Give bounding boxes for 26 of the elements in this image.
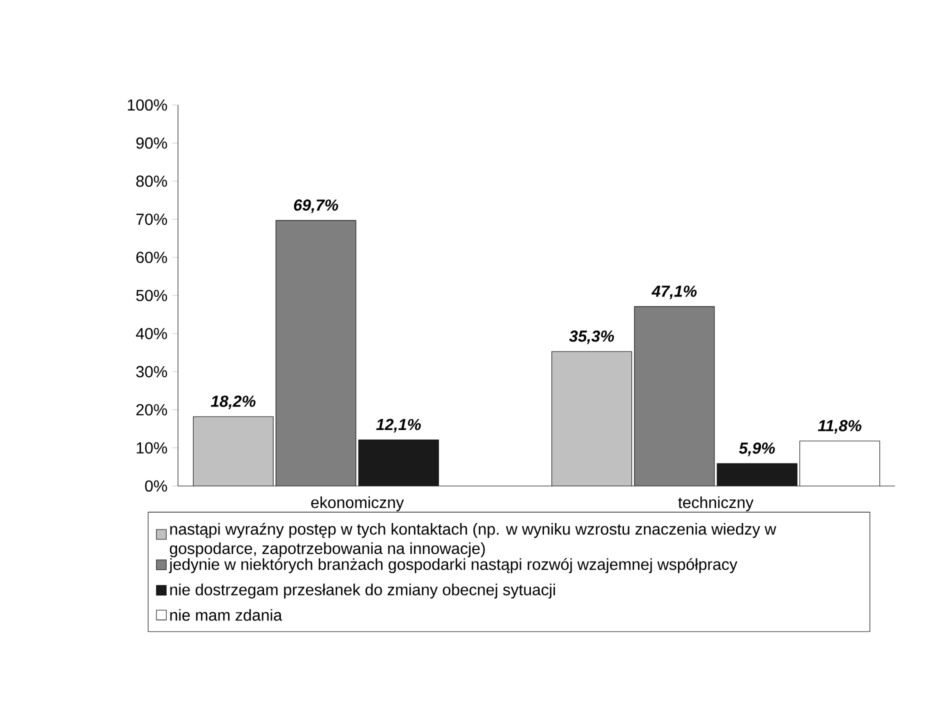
data-label: 69,7% xyxy=(294,199,338,214)
data-label: 47,1% xyxy=(651,286,697,300)
data-label: 5,9% xyxy=(739,442,775,456)
bar xyxy=(276,220,356,486)
data-label: 35,3% xyxy=(569,330,614,344)
y-tick-label: 100% xyxy=(128,99,168,111)
y-tick-label: 10% xyxy=(136,442,168,454)
y-tick-label: 40% xyxy=(136,328,168,340)
y-tick-label: 50% xyxy=(136,290,168,302)
data-label: 12,1% xyxy=(376,418,421,433)
y-tick-label: 30% xyxy=(136,366,168,378)
y-tick-label: 90% xyxy=(136,137,168,149)
y-tick-label: 80% xyxy=(136,176,168,187)
data-label: 11,8% xyxy=(818,420,862,434)
y-tick-label: 70% xyxy=(136,214,168,225)
x-tick-label: techniczny xyxy=(678,496,754,512)
x-tick-label: ekonomiczny xyxy=(311,496,404,512)
legend-label: nie mam zdania xyxy=(170,609,282,621)
legend-label: jedynie w niektórych branżach gospodarki nastąpi rozwój wzajemnej współpracy xyxy=(168,558,738,574)
y-tick-label: 60% xyxy=(136,252,168,264)
bar xyxy=(634,306,715,486)
y-tick-label: 20% xyxy=(136,404,168,416)
legend-label: nastąpi wyraźny postęp w tych kontaktach (np. w wyniku wzrostu znaczenia wiedzy w gospodarce, zapotrzebowania na innowacje) xyxy=(170,522,776,558)
y-tick-label: 0% xyxy=(145,480,168,492)
data-label: 18,2% xyxy=(210,396,256,410)
legend-label: nie dostrzegam przesłanek do zmiany obecnej sytuacji xyxy=(170,584,555,599)
